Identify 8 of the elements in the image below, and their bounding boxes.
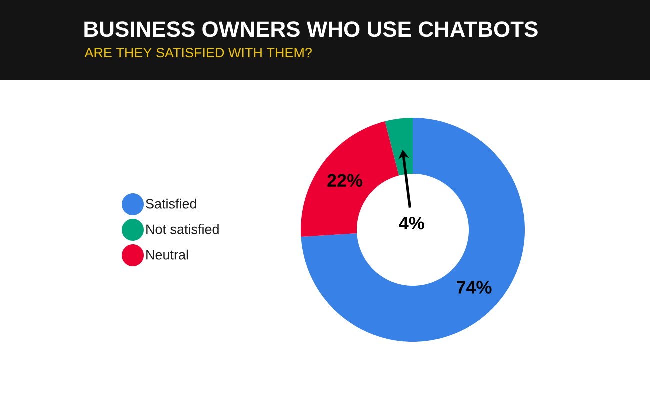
legend-label: Neutral xyxy=(146,250,188,260)
legend-label: Not satisfied xyxy=(146,224,219,234)
data-label: 22% xyxy=(328,174,363,187)
data-label: 74% xyxy=(457,281,492,294)
chart-title: BUSINESS OWNERS WHO USE CHATBOTS xyxy=(84,22,538,38)
legend-label: Satisfied xyxy=(146,198,196,209)
data-label: 4% xyxy=(399,216,424,230)
chart-subtitle: ARE THEY SATISFIED WITH THEM? xyxy=(84,48,312,58)
